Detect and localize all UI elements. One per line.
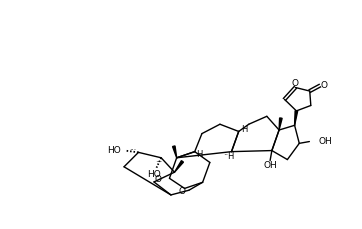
Polygon shape <box>295 111 298 125</box>
Text: OH: OH <box>319 137 332 146</box>
Text: ··: ·· <box>223 151 228 160</box>
Text: O: O <box>154 174 161 184</box>
Polygon shape <box>173 146 177 158</box>
Text: H: H <box>227 152 233 161</box>
Text: O: O <box>321 81 328 90</box>
Text: O: O <box>178 187 185 196</box>
Text: ···: ··· <box>129 146 136 155</box>
Text: H: H <box>241 125 247 134</box>
Polygon shape <box>279 118 282 130</box>
Text: ···: ··· <box>155 158 163 167</box>
Text: HO: HO <box>147 170 161 179</box>
Polygon shape <box>174 161 184 172</box>
Text: O: O <box>292 79 299 88</box>
Text: OH: OH <box>263 161 277 170</box>
Text: HO: HO <box>108 146 121 155</box>
Text: H: H <box>197 150 203 159</box>
